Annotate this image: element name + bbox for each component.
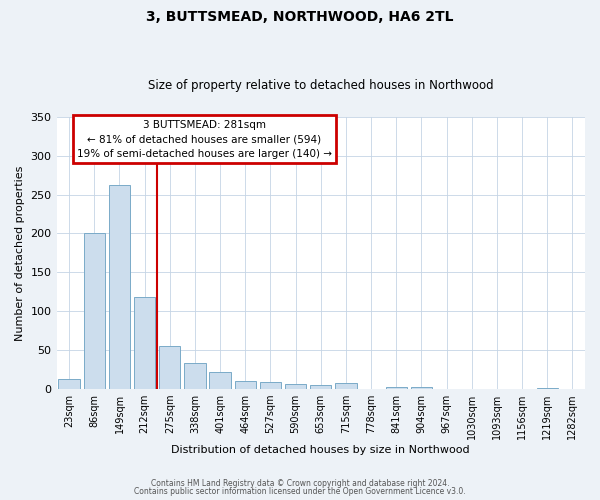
Bar — [260, 382, 281, 389]
Bar — [335, 383, 356, 389]
Bar — [386, 386, 407, 389]
Text: 3, BUTTSMEAD, NORTHWOOD, HA6 2TL: 3, BUTTSMEAD, NORTHWOOD, HA6 2TL — [146, 10, 454, 24]
Bar — [58, 379, 80, 389]
Text: Contains HM Land Registry data © Crown copyright and database right 2024.: Contains HM Land Registry data © Crown c… — [151, 478, 449, 488]
Bar — [109, 185, 130, 389]
Y-axis label: Number of detached properties: Number of detached properties — [15, 165, 25, 340]
Text: 3 BUTTSMEAD: 281sqm
← 81% of detached houses are smaller (594)
19% of semi-detac: 3 BUTTSMEAD: 281sqm ← 81% of detached ho… — [77, 120, 332, 159]
Bar — [159, 346, 181, 389]
Bar — [209, 372, 231, 389]
Bar — [83, 234, 105, 389]
Bar — [134, 298, 155, 389]
Bar — [310, 385, 331, 389]
X-axis label: Distribution of detached houses by size in Northwood: Distribution of detached houses by size … — [172, 445, 470, 455]
Title: Size of property relative to detached houses in Northwood: Size of property relative to detached ho… — [148, 79, 494, 92]
Text: Contains public sector information licensed under the Open Government Licence v3: Contains public sector information licen… — [134, 487, 466, 496]
Bar — [536, 388, 558, 389]
Bar — [411, 386, 432, 389]
Bar — [184, 362, 206, 389]
Bar — [235, 382, 256, 389]
Bar — [285, 384, 307, 389]
